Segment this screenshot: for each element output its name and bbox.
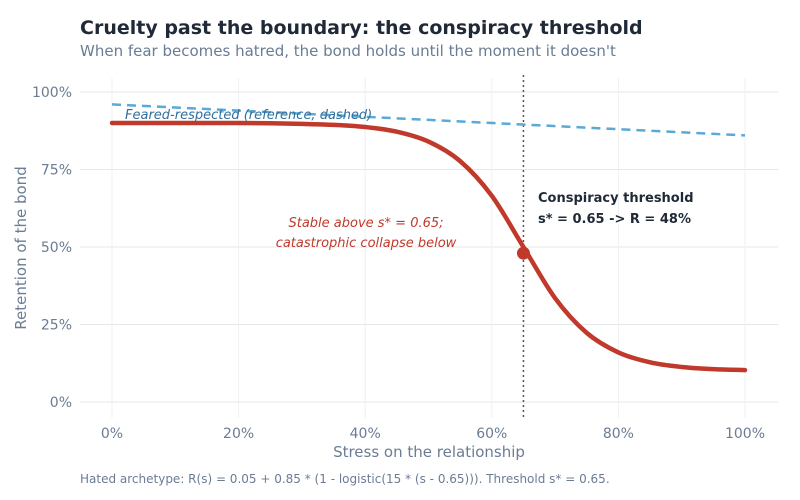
caption: Hated archetype: R(s) = 0.05 + 0.85 * (1… <box>80 472 610 486</box>
x-ticks: 0% 20% 40% 60% 80% 100% <box>101 426 765 442</box>
series-group <box>109 103 748 373</box>
stable-annotation-line2: catastrophic collapse below <box>276 236 457 251</box>
x-axis-label: Stress on the relationship <box>333 443 525 461</box>
y-ticks: 0% 25% 50% 75% 100% <box>32 85 72 411</box>
chart-subtitle: When fear becomes hatred, the bond holds… <box>80 42 616 60</box>
threshold-annotation-value: s* = 0.65 -> R = 48% <box>538 212 691 227</box>
threshold-marker <box>516 246 530 260</box>
threshold-annotation-title: Conspiracy threshold <box>538 191 694 206</box>
series-hated-line <box>109 120 748 373</box>
series-reference-line <box>111 103 746 137</box>
y-tick-label: 75% <box>41 163 72 179</box>
x-tick-label: 0% <box>101 426 123 442</box>
y-tick-label: 25% <box>41 318 72 334</box>
x-tick-label: 40% <box>350 426 381 442</box>
y-tick-label: 100% <box>32 85 72 101</box>
chart-title: Cruelty past the boundary: the conspirac… <box>80 17 643 39</box>
stable-annotation-line1: Stable above s* = 0.65; <box>288 216 443 231</box>
y-tick-label: 50% <box>41 240 72 256</box>
x-tick-label: 60% <box>476 426 507 442</box>
x-tick-label: 20% <box>223 426 254 442</box>
reference-annotation: Feared-respected (reference, dashed) <box>125 108 372 123</box>
x-tick-label: 80% <box>603 426 634 442</box>
x-tick-label: 100% <box>725 426 765 442</box>
y-tick-label: 0% <box>50 395 72 411</box>
y-axis-label: Retention of the bond <box>12 166 30 329</box>
